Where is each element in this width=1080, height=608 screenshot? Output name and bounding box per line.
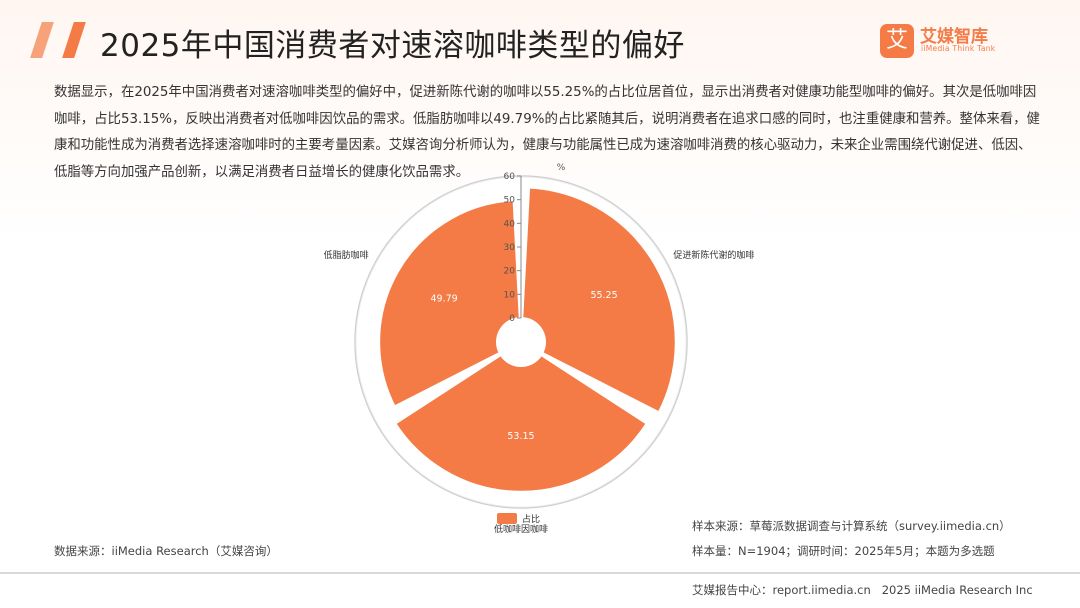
footer: 艾媒报告中心：report.iimedia.cn 2025 iiMedia Re… xyxy=(692,582,1033,598)
rose-sector-2 xyxy=(393,353,649,493)
sample-source: 样本来源：草莓派数据调查与计算系统（survey.iimedia.cn） xyxy=(692,519,1011,533)
rose-value-label-2: 53.15 xyxy=(507,431,534,442)
brand-logo: 艾 艾媒智库 iiMedia Think Tank xyxy=(880,22,1040,58)
radial-tick-label-40: 40 xyxy=(504,219,516,229)
radial-axis-unit: % xyxy=(557,163,566,173)
radial-tick-label-20: 20 xyxy=(504,267,516,277)
page-title: 2025年中国消费者对速溶咖啡类型的偏好 xyxy=(100,28,685,64)
radial-tick-label-10: 10 xyxy=(504,290,516,300)
radial-tick-label-0: 0 xyxy=(509,314,515,324)
legend-label: 占比 xyxy=(522,513,540,525)
footer-report-center: 艾媒报告中心：report.iimedia.cn xyxy=(692,583,871,597)
radial-tick-label-50: 50 xyxy=(504,196,516,206)
rose-value-label-1: 55.25 xyxy=(590,290,617,301)
radial-tick-label-30: 30 xyxy=(504,243,516,253)
rose-category-label-2: 低咖啡因咖啡 xyxy=(494,523,548,535)
footer-copyright: 2025 iiMedia Research Inc xyxy=(881,583,1033,597)
radial-tick-label-60: 60 xyxy=(504,172,516,182)
rose-category-label-3: 低脂肪咖啡 xyxy=(324,249,369,261)
title-bar: 2025年中国消费者对速溶咖啡类型的偏好 艾 艾媒智库 iiMedia Thin… xyxy=(0,14,1080,66)
rose-sector-1 xyxy=(521,186,677,414)
logo-name: 艾媒智库 xyxy=(920,27,988,47)
logo-subtitle: iiMedia Think Tank xyxy=(921,44,996,53)
description-paragraph: 数据显示，在2025年中国消费者对速溶咖啡类型的偏好中，促进新陈代谢的咖啡以55… xyxy=(54,85,1040,180)
rose-value-label-3: 49.79 xyxy=(430,294,457,305)
rose-category-label-1: 促进新陈代谢的咖啡 xyxy=(673,249,754,261)
logo-mark-icon: 艾 xyxy=(880,24,914,58)
footer-divider xyxy=(0,572,1080,574)
sample-info: 样本量：N=1904；调研时间：2025年5月；本题为多选题 xyxy=(692,544,995,558)
rose-sector-3 xyxy=(378,199,521,408)
data-source: 数据来源：iiMedia Research（艾媒咨询） xyxy=(54,544,278,558)
legend-swatch xyxy=(497,513,517,524)
